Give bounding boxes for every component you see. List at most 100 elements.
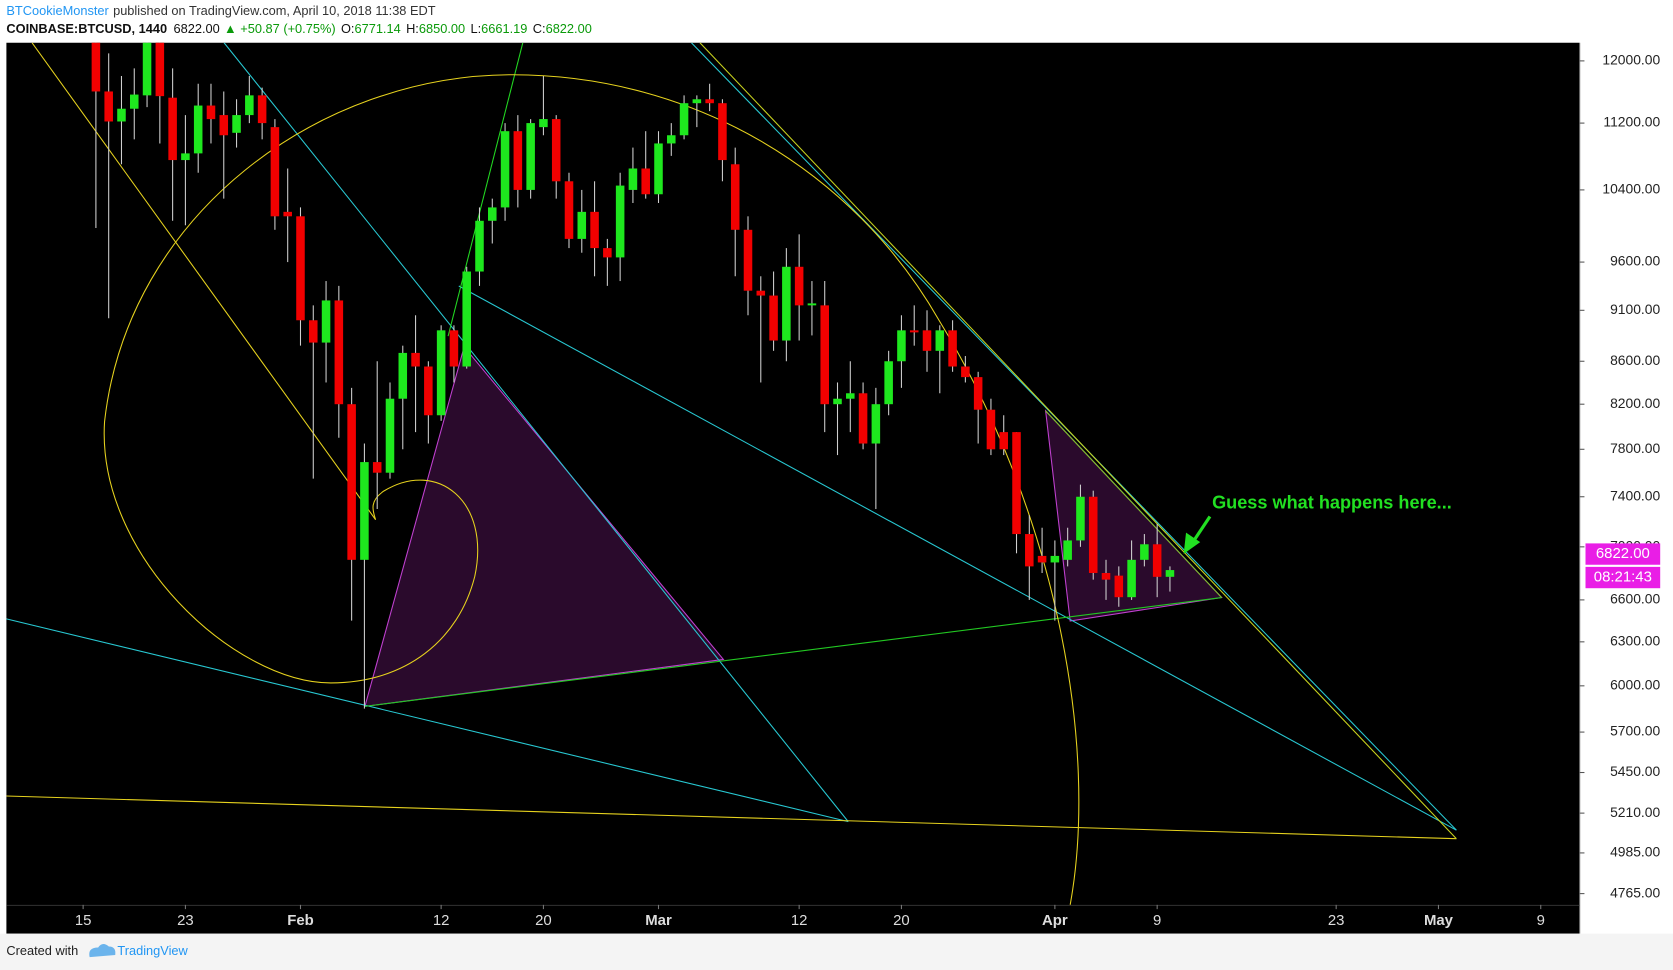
countdown-box — [1585, 566, 1661, 589]
candle-body — [398, 352, 408, 399]
quote-line: COINBASE:BTCUSD, 1440 6822.00 ▲ +50.87 (+0… — [6, 21, 591, 36]
candle-body — [372, 462, 382, 473]
y-tick-label: 4765.00 — [1610, 884, 1660, 900]
plot-background — [6, 42, 1580, 934]
y-tick-label: 8200.00 — [1610, 395, 1660, 411]
candle-body — [858, 393, 868, 444]
x-tick-label: 12 — [791, 912, 808, 929]
candle-body — [590, 211, 599, 249]
candle-body — [615, 185, 625, 258]
candle-body — [922, 330, 932, 351]
candle-body — [782, 266, 791, 341]
y-tick-label: 6300.00 — [1610, 633, 1660, 649]
author[interactable]: BTCookieMonster — [6, 3, 109, 18]
candle-body — [948, 330, 957, 367]
candle-body — [270, 127, 280, 217]
candle-body — [961, 366, 970, 378]
y-tick-label: 11200.00 — [1603, 114, 1660, 130]
candle-body — [833, 398, 842, 405]
ohlc-label: H: — [406, 21, 419, 36]
candle-body — [206, 105, 216, 120]
ohlc-label: C: — [533, 21, 546, 36]
x-tick-label: 23 — [1328, 912, 1345, 929]
candle-body — [104, 91, 113, 122]
y-tick-label: 9600.00 — [1610, 253, 1660, 269]
candle-body — [1114, 575, 1124, 598]
x-tick-label: May — [1424, 912, 1454, 929]
candle-body — [283, 211, 292, 217]
ohlc-value: 6661.19 — [481, 21, 527, 36]
published: published on TradingView.com, April 10, … — [113, 3, 436, 18]
candle-body — [628, 168, 638, 190]
logo — [89, 944, 116, 958]
candle-body — [347, 404, 356, 560]
annotation: Guess what happens here... — [1212, 492, 1452, 512]
candle-body — [1140, 544, 1149, 560]
candle-body — [999, 432, 1008, 450]
candle-body — [794, 266, 804, 306]
candle-body — [807, 303, 817, 306]
candle-body — [385, 398, 395, 473]
candle-body — [577, 211, 587, 239]
x-tick-label: 20 — [893, 912, 910, 929]
ellipse — [103, 74, 1080, 905]
footer — [0, 933, 1673, 970]
candle-body — [1050, 555, 1060, 563]
candle-body — [986, 409, 996, 450]
candle-body — [117, 108, 126, 122]
candle-body — [846, 393, 855, 399]
candle-body — [1063, 540, 1072, 560]
candle-body — [820, 305, 829, 405]
x-tick-label: 20 — [535, 912, 552, 929]
candle-body — [309, 320, 318, 343]
trend-line — [458, 285, 1457, 831]
candle-body — [897, 330, 906, 362]
ohlc-value: 6771.14 — [354, 21, 400, 36]
annotation-arrow — [1183, 515, 1212, 554]
trend-line — [364, 597, 1222, 707]
footer-text: Created with — [6, 943, 78, 958]
y-tick-label: 5450.00 — [1610, 763, 1660, 779]
x-tick-label: Feb — [287, 912, 314, 929]
y-tick-label: 6600.00 — [1610, 591, 1660, 607]
candle-body — [539, 119, 548, 128]
x-tick-label: 12 — [433, 912, 450, 929]
x-tick-label: 9 — [1153, 912, 1161, 929]
candle-body — [321, 300, 331, 343]
quote: 6822.00 — [174, 21, 220, 36]
candle-body — [232, 115, 241, 133]
candle-body — [219, 115, 229, 136]
candle-body — [705, 99, 714, 104]
brand[interactable]: TradingView — [117, 943, 188, 958]
y-tick-label: 8600.00 — [1610, 352, 1660, 368]
candle-body — [718, 103, 727, 161]
candle-body — [475, 220, 484, 272]
candle-body — [513, 131, 523, 190]
candle-body — [884, 361, 893, 405]
trend-line — [699, 42, 1457, 840]
candle-body — [296, 216, 305, 321]
y-tick-label: 10400.00 — [1602, 181, 1660, 197]
candle-body — [743, 229, 753, 291]
candle-body — [1152, 544, 1162, 577]
candle-body — [730, 164, 740, 230]
x-tick-label: 23 — [177, 912, 194, 929]
candle-body — [1025, 534, 1034, 567]
candle-body — [193, 105, 203, 154]
candle-body — [1012, 432, 1021, 535]
candle-body — [603, 248, 612, 258]
candle-body — [155, 42, 165, 97]
trend-line — [223, 42, 849, 822]
candle-body — [168, 97, 177, 161]
candles — [91, 42, 1175, 709]
candle-body — [551, 119, 561, 182]
candle-body — [564, 181, 574, 239]
y-tick-label: 5700.00 — [1610, 723, 1660, 739]
ohlc-label: L: — [470, 21, 481, 36]
candle-body — [500, 131, 510, 208]
candle-body — [334, 300, 344, 405]
candle-body — [973, 377, 983, 410]
trend-line — [6, 618, 849, 823]
trend-line — [447, 42, 524, 337]
